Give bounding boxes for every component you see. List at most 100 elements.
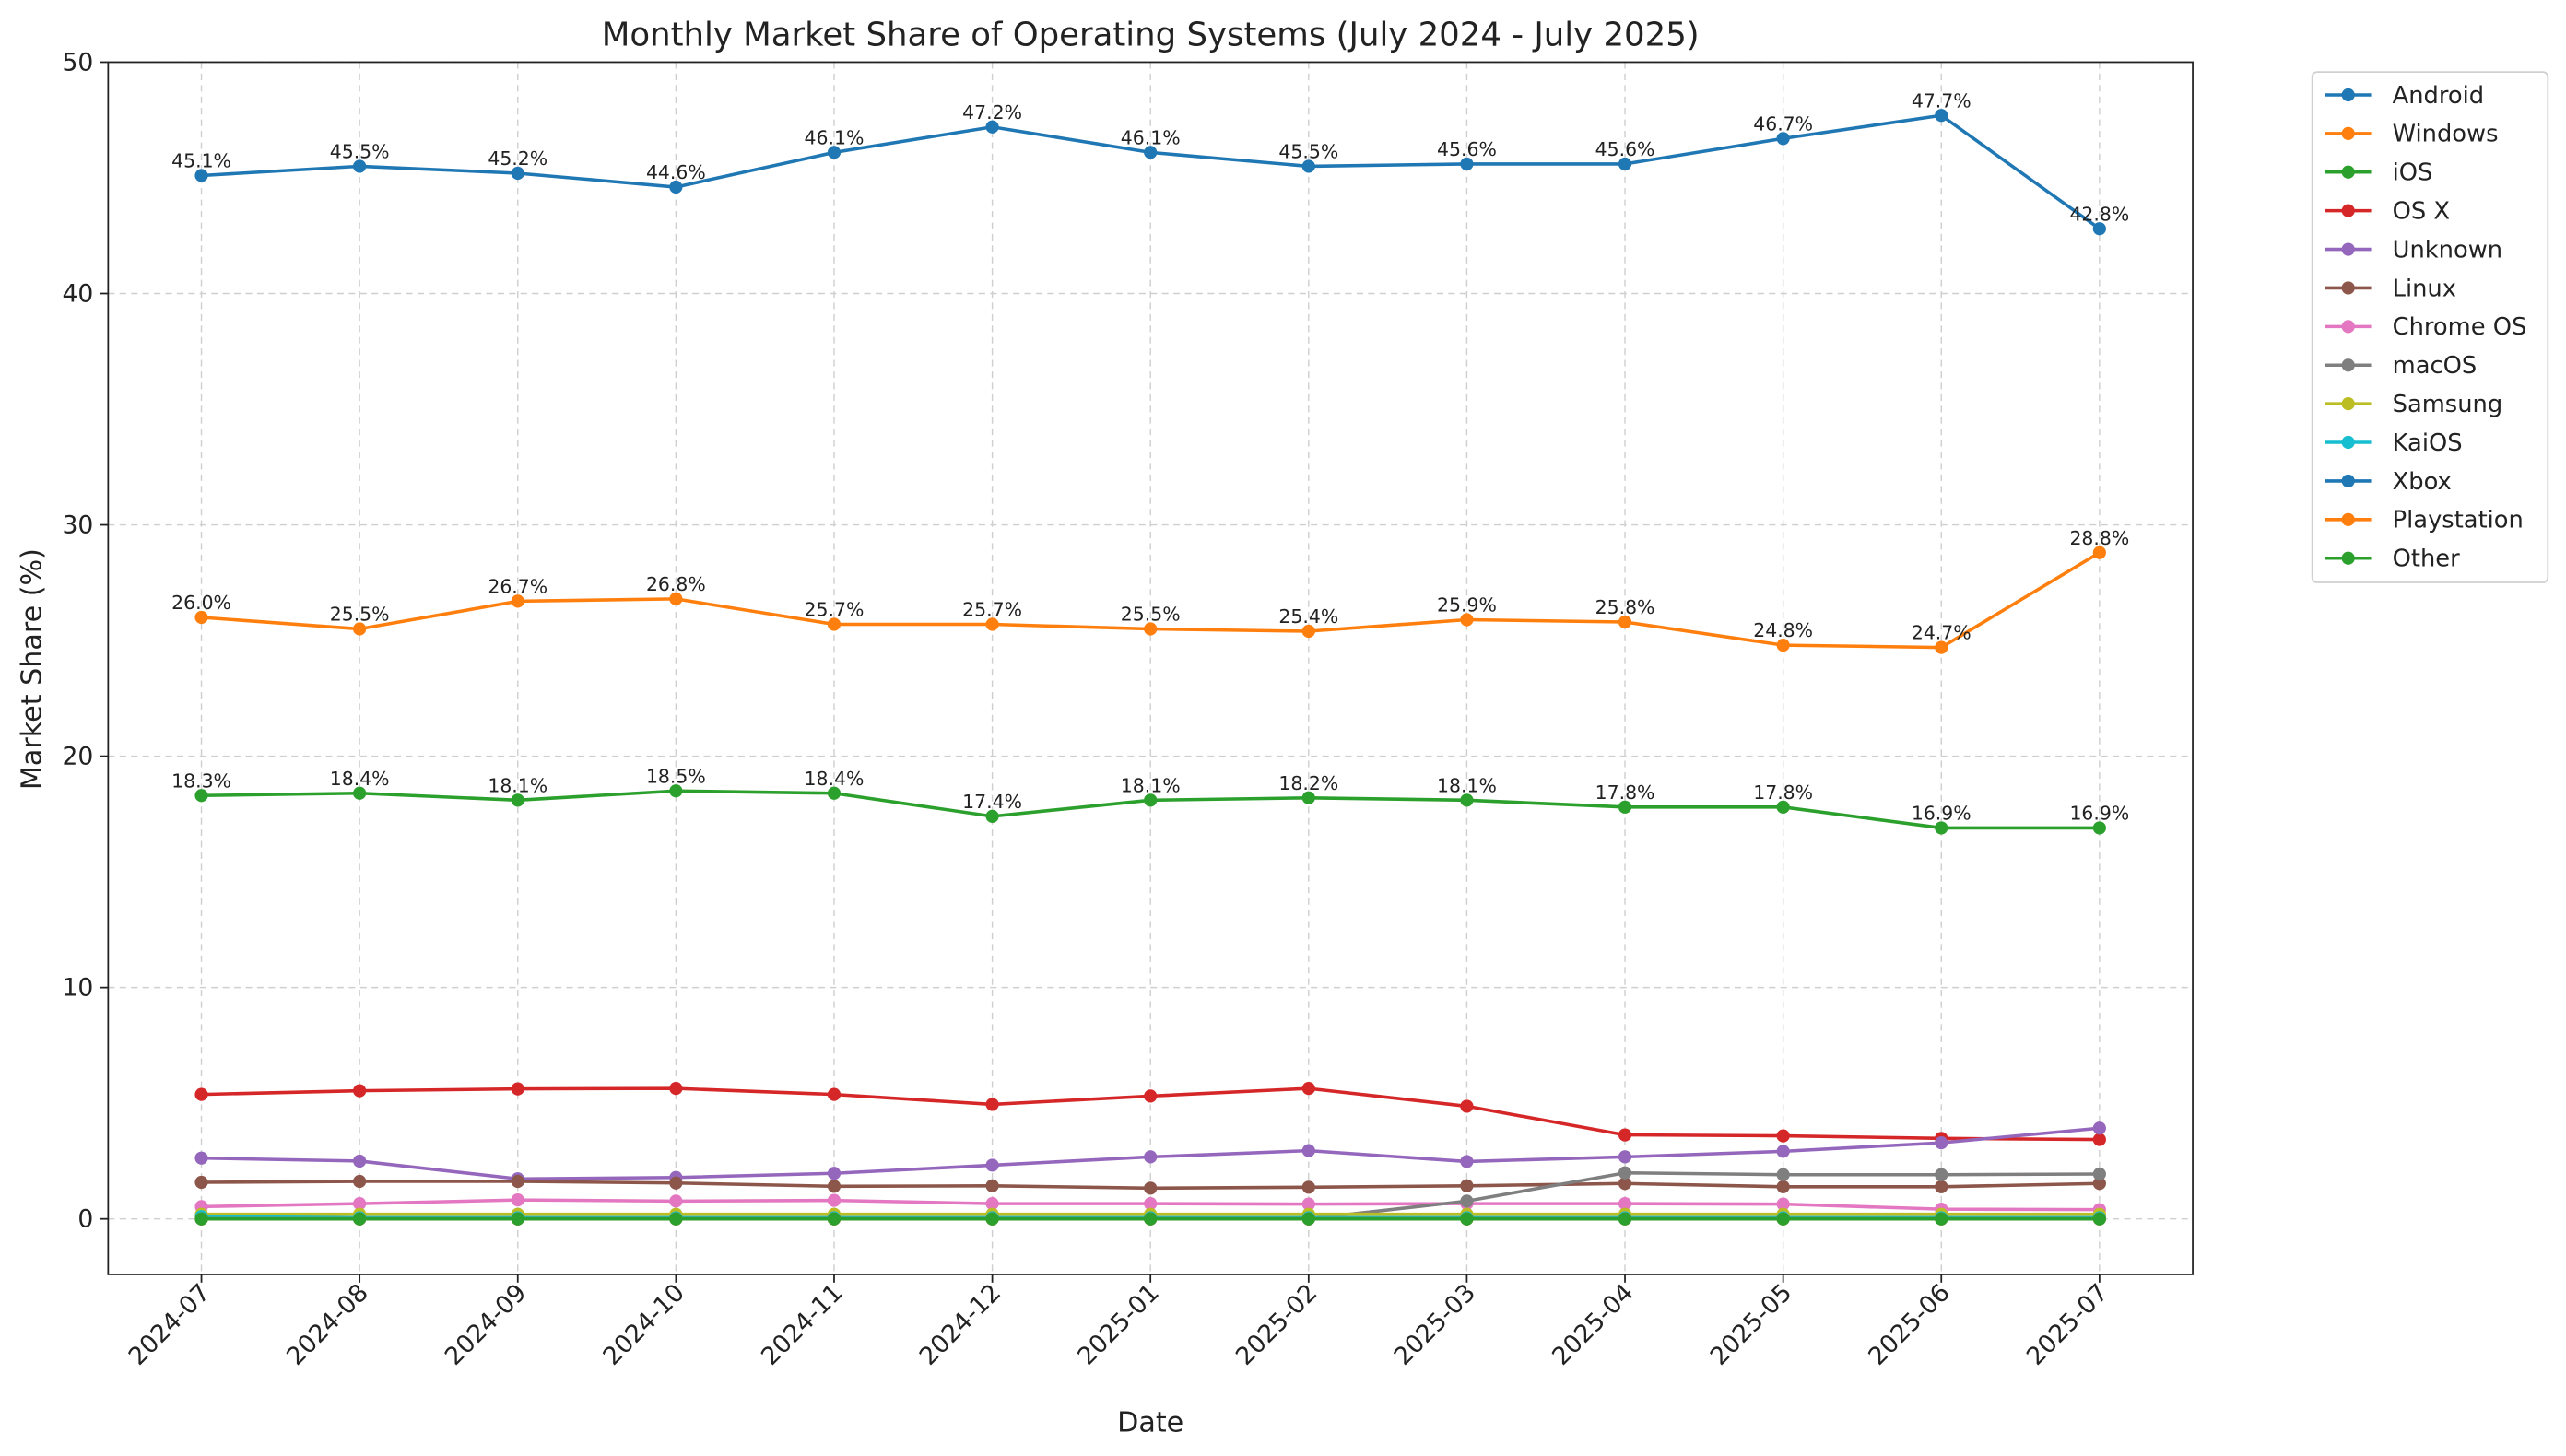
data-label: 18.3% (171, 769, 231, 792)
legend: Android Windows iOS OS X Unknown Linux Chrome … (2311, 71, 2549, 583)
data-point (353, 622, 367, 636)
data-point (1144, 1150, 1158, 1164)
legend-label: Windows (2393, 121, 2499, 148)
legend-entry: Xbox (2325, 468, 2452, 496)
x-tick-label: 2025-01 (1072, 1278, 1165, 1371)
data-point (669, 1194, 683, 1208)
data-label: 25.5% (330, 604, 390, 626)
data-point (1301, 791, 1315, 804)
data-point (1935, 640, 1948, 654)
data-point (353, 786, 367, 800)
data-label: 26.7% (488, 576, 547, 598)
data-point (194, 1151, 208, 1165)
data-point (1776, 1129, 1790, 1143)
data-point (1460, 1155, 1474, 1168)
data-label: 18.1% (1121, 774, 1181, 796)
x-tick-label: 2024-08 (281, 1278, 374, 1371)
data-point (985, 1179, 999, 1192)
x-axis-label: Date (1117, 1406, 1183, 1438)
legend-entry: Chrome OS (2325, 313, 2526, 341)
data-point (827, 146, 842, 159)
data-point (194, 789, 208, 803)
data-point (353, 1084, 367, 1098)
legend-label: Samsung (2393, 391, 2503, 418)
data-label: 16.9% (2069, 803, 2129, 825)
data-label: 47.2% (962, 101, 1022, 123)
data-label: 18.4% (330, 768, 390, 790)
data-label: 25.7% (962, 599, 1022, 621)
data-point (511, 793, 524, 807)
data-label: 18.1% (488, 774, 547, 796)
data-point (2092, 222, 2106, 236)
data-label: 44.6% (646, 161, 706, 183)
data-label: 17.8% (1753, 781, 1813, 804)
legend-label: Android (2393, 82, 2485, 110)
data-point (1144, 1089, 1158, 1103)
data-point (1776, 1212, 1790, 1226)
data-label: 18.1% (1437, 774, 1497, 796)
legend-marker (2341, 242, 2355, 256)
data-point (1776, 800, 1790, 814)
data-label: 17.8% (1595, 781, 1655, 804)
data-label: 45.2% (488, 147, 547, 170)
legend-label: iOS (2393, 159, 2433, 187)
data-label: 24.8% (1753, 619, 1813, 641)
data-point (2092, 1167, 2106, 1181)
data-point (1935, 1180, 1948, 1193)
data-point (1460, 793, 1474, 807)
data-point (194, 1087, 208, 1101)
data-point (511, 166, 524, 181)
data-point (827, 617, 842, 631)
legend-entry: iOS (2325, 159, 2433, 187)
data-point (1618, 1150, 1632, 1164)
legend-entry: Other (2325, 546, 2460, 573)
data-label: 16.9% (1912, 803, 1972, 825)
data-point (1776, 132, 1790, 146)
data-point (511, 1174, 524, 1189)
data-point (1935, 109, 1948, 123)
data-point (1935, 821, 1948, 835)
data-label: 28.8% (2069, 527, 2129, 549)
data-point (1776, 1145, 1790, 1158)
data-point (1618, 1166, 1632, 1180)
legend-entry: Unknown (2325, 236, 2502, 264)
data-point (1144, 1197, 1158, 1211)
data-point (1618, 1128, 1632, 1142)
legend-marker (2341, 474, 2355, 488)
data-point (194, 1212, 208, 1226)
legend-entry: macOS (2325, 352, 2477, 380)
legend-marker (2341, 551, 2355, 565)
data-point (669, 1176, 683, 1190)
data-label: 17.4% (962, 791, 1022, 813)
legend-entry: Linux (2325, 275, 2456, 302)
data-label: 25.8% (1595, 596, 1655, 618)
x-tick-label: 2025-05 (1705, 1278, 1798, 1371)
chart-title: Monthly Market Share of Operating System… (602, 17, 1700, 54)
data-point (2092, 1121, 2106, 1135)
legend-label: Unknown (2393, 236, 2502, 264)
data-label: 25.4% (1278, 605, 1338, 628)
data-label: 45.1% (171, 150, 231, 172)
data-point (827, 1180, 842, 1193)
legend-marker (2341, 281, 2355, 295)
y-tick-label: 0 (77, 1205, 93, 1234)
data-point (2092, 1212, 2106, 1226)
data-point (511, 1193, 524, 1207)
data-point (2092, 821, 2106, 835)
data-label: 46.7% (1753, 112, 1813, 135)
data-point (827, 1167, 842, 1180)
data-point (1776, 1168, 1790, 1181)
y-tick-label: 40 (62, 279, 93, 308)
data-point (1618, 157, 1632, 171)
data-point (669, 592, 683, 605)
data-point (985, 809, 999, 823)
data-point (1144, 146, 1158, 159)
data-label: 46.1% (1121, 126, 1181, 148)
data-point (353, 1212, 367, 1226)
data-point (1301, 159, 1315, 173)
series-other (194, 1212, 2106, 1226)
data-point (1460, 1179, 1474, 1192)
data-point (511, 1082, 524, 1096)
data-point (827, 786, 842, 800)
data-point (985, 1158, 999, 1172)
